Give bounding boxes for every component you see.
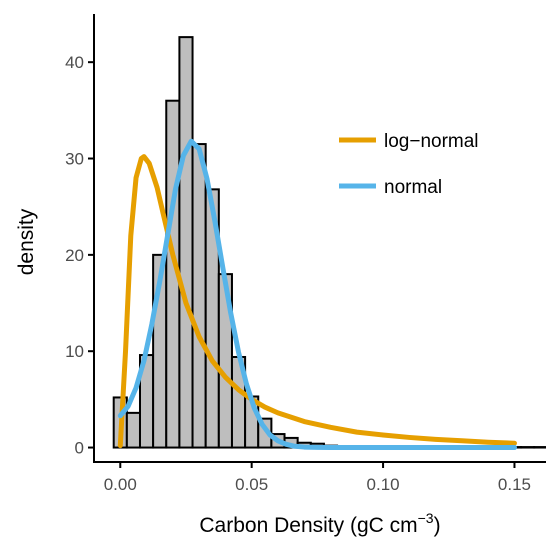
x-tick-label: 0.10 — [367, 475, 400, 494]
histogram-bars — [112, 36, 546, 449]
legend-label: normal — [384, 177, 442, 198]
legend-label: log−normal — [384, 131, 479, 152]
x-axis-title-superscript: −3 — [418, 510, 434, 526]
x-axis-title-suffix: ) — [434, 514, 441, 537]
histogram-bar — [191, 143, 207, 449]
y-tick-label: 40 — [65, 53, 84, 72]
y-axis-title: density — [15, 208, 38, 275]
x-axis-title-main: Carbon Density (gC cm — [199, 514, 417, 537]
density-curve-log-normal — [117, 154, 517, 449]
histogram-bar — [178, 36, 194, 449]
x-axis-ticks: 0.00 0.05 0.10 0.15 — [104, 462, 531, 494]
density-curve-normal — [117, 138, 517, 451]
y-tick-label: 0 — [75, 439, 84, 458]
y-axis-ticks: 0 10 20 30 40 — [65, 53, 94, 458]
histogram-bar — [125, 411, 141, 449]
y-tick-label: 20 — [65, 246, 84, 265]
y-tick-label: 30 — [65, 150, 84, 169]
x-axis-title: Carbon Density (gC cm−3) — [199, 510, 440, 537]
x-tick-label: 0.15 — [498, 475, 531, 494]
x-tick-label: 0.05 — [235, 475, 268, 494]
legend: log−normal normal — [339, 131, 479, 198]
y-tick-label: 10 — [65, 342, 84, 361]
axes — [93, 14, 546, 463]
density-curves — [117, 138, 517, 451]
x-tick-label: 0.00 — [104, 475, 137, 494]
